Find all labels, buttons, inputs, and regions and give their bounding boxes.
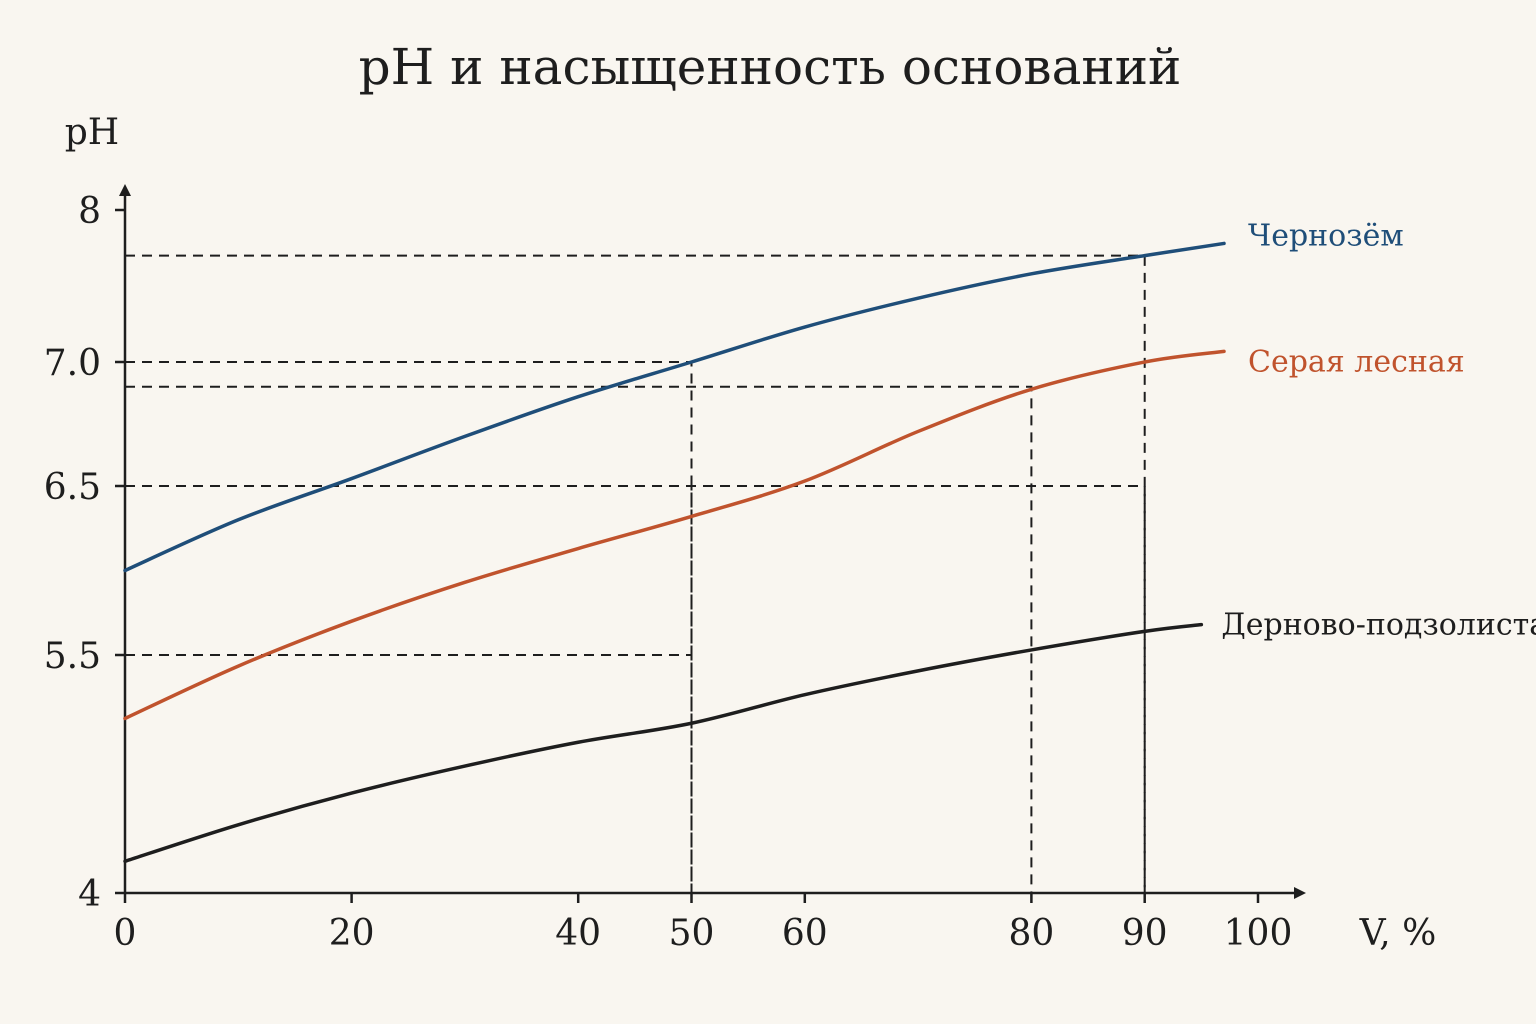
series-lines <box>123 241 1226 864</box>
guide-line <box>125 485 1146 893</box>
guide-line <box>125 254 1146 893</box>
guide-line <box>125 361 693 893</box>
y-ticks: 4 5.5 6.5 7.0 8 <box>44 191 125 915</box>
x-tick-label: 0 <box>114 913 137 954</box>
series-label: Чернозём <box>1248 218 1404 253</box>
y-tick-label: 7.0 <box>44 343 101 384</box>
x-tick-label: 100 <box>1224 913 1293 954</box>
x-tick-label: 40 <box>555 913 601 954</box>
y-tick-label: 8 <box>78 191 101 232</box>
series-line <box>123 622 1204 864</box>
axes <box>119 184 1306 899</box>
series-label: Дерново-подзолистая <box>1221 608 1536 643</box>
y-tick-label: 6.5 <box>44 467 101 508</box>
y-tick-label: 4 <box>78 874 101 915</box>
x-tick-label: 80 <box>1008 913 1054 954</box>
series-label: Серая лесная <box>1248 344 1465 379</box>
x-axis-label: V, % <box>1359 913 1437 954</box>
x-ticks: 0 20 40 50 60 80 90 100 <box>114 893 1293 954</box>
x-tick-label: 20 <box>329 913 375 954</box>
x-tick-label: 50 <box>669 913 715 954</box>
series-line <box>123 241 1226 573</box>
series-labels: Чернозём Серая лесная Дерново-подзолистая <box>1221 218 1536 642</box>
y-axis-label: pH <box>65 112 119 153</box>
series-line <box>123 349 1226 721</box>
guide-line <box>125 654 693 893</box>
guide-line <box>125 385 1033 893</box>
x-tick-label: 60 <box>782 913 828 954</box>
y-tick-label: 5.5 <box>44 636 101 677</box>
x-tick-label: 90 <box>1122 913 1168 954</box>
guide-lines <box>125 254 1146 893</box>
chart-title: pH и насыщенность оснований <box>359 38 1182 96</box>
